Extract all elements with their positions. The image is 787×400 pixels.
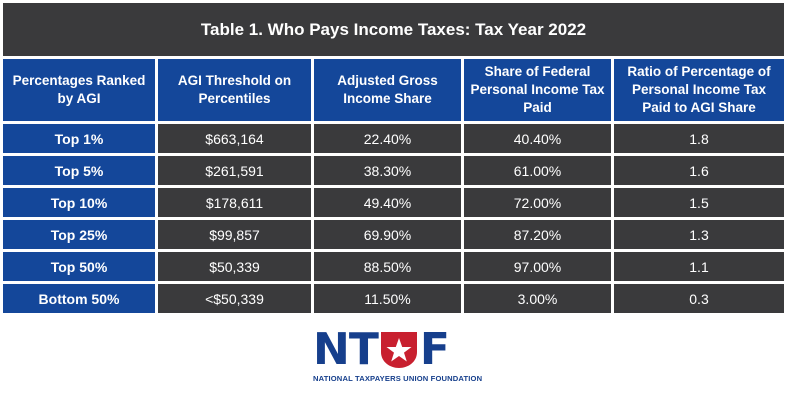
header-tax-share: Share of Federal Personal Income Tax Pai… [464,59,611,121]
header-row: Percentages Ranked by AGI AGI Threshold … [3,59,784,121]
tax-share-cell: 97.00% [464,252,611,281]
ratio-cell: 1.5 [614,188,784,217]
header-ratio: Ratio of Percentage of Personal Income T… [614,59,784,121]
header-percentages: Percentages Ranked by AGI [3,59,155,121]
agi-share-cell: 69.90% [314,220,461,249]
agi-share-cell: 11.50% [314,284,461,313]
header-agi-share: Adjusted Gross Income Share [314,59,461,121]
row-label: Top 5% [3,156,155,185]
header-agi-threshold: AGI Threshold on Percentiles [158,59,311,121]
logo-mark: NT F [313,324,475,375]
row-label: Top 25% [3,220,155,249]
table-container: Table 1. Who Pays Income Taxes: Tax Year… [3,3,784,316]
ratio-cell: 1.6 [614,156,784,185]
table-row: Top 5% $261,591 38.30% 61.00% 1.6 [3,156,784,185]
logo-organization-name: NATIONAL TAXPAYERS UNION FOUNDATION [313,374,483,383]
agi-threshold-cell: $178,611 [158,188,311,217]
ratio-cell: 1.3 [614,220,784,249]
logo-letters-left: NT [313,324,379,375]
agi-share-cell: 49.40% [314,188,461,217]
table-title: Table 1. Who Pays Income Taxes: Tax Year… [3,3,784,56]
ratio-cell: 1.8 [614,124,784,153]
row-label: Bottom 50% [3,284,155,313]
agi-threshold-cell: $663,164 [158,124,311,153]
logo-letters-right: F [419,324,450,375]
tax-share-cell: 72.00% [464,188,611,217]
tax-share-cell: 3.00% [464,284,611,313]
agi-threshold-cell: $50,339 [158,252,311,281]
ratio-cell: 0.3 [614,284,784,313]
tax-share-cell: 61.00% [464,156,611,185]
table-row: Bottom 50% <$50,339 11.50% 3.00% 0.3 [3,284,784,313]
tax-table: Percentages Ranked by AGI AGI Threshold … [0,56,787,316]
table-row: Top 25% $99,857 69.90% 87.20% 1.3 [3,220,784,249]
agi-threshold-cell: $99,857 [158,220,311,249]
ratio-cell: 1.1 [614,252,784,281]
table-row: Top 10% $178,611 49.40% 72.00% 1.5 [3,188,784,217]
table-row: Top 1% $663,164 22.40% 40.40% 1.8 [3,124,784,153]
agi-threshold-cell: <$50,339 [158,284,311,313]
tax-share-cell: 87.20% [464,220,611,249]
row-label: Top 1% [3,124,155,153]
agi-share-cell: 88.50% [314,252,461,281]
row-label: Top 50% [3,252,155,281]
ntuf-logo: NT F NATIONAL TAXPAYERS UNION FOUNDATION [313,324,483,386]
agi-threshold-cell: $261,591 [158,156,311,185]
agi-share-cell: 38.30% [314,156,461,185]
row-label: Top 10% [3,188,155,217]
shield-star-icon [379,330,419,370]
agi-share-cell: 22.40% [314,124,461,153]
tax-share-cell: 40.40% [464,124,611,153]
table-row: Top 50% $50,339 88.50% 97.00% 1.1 [3,252,784,281]
